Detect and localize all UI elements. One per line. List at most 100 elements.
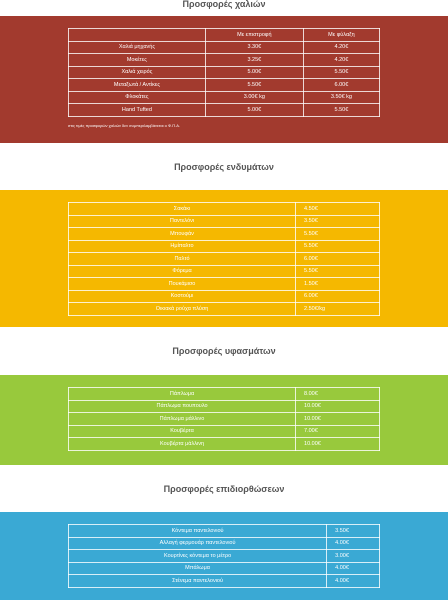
- price-row: Κουβέρτα 7.00€: [67, 424, 380, 438]
- price-cell: 3.50€: [326, 524, 380, 538]
- price-row: Πάπλωμα μάλλινο 10.00€: [67, 412, 380, 426]
- table-body: Με επιστροφή Με φύλαξη Χαλιά μηχανής 3.30€ 4…: [68, 28, 381, 117]
- price-row: Κουρτίνες κόντεμα το μέτρο 3.00€: [67, 549, 380, 563]
- price-row: Μπάλωμα 4.00€: [67, 561, 380, 575]
- price-row: Πουκάμισο 1.50€: [67, 277, 380, 291]
- item-cell: Οικιακά ρούχα πλύση: [67, 302, 297, 316]
- price-row: Πάπλωμα 8.00€: [67, 387, 380, 401]
- table-body: Πάπλωμα 8.00€ Πάπλωμα πουπουλο 10.00€ Πάπλωμ…: [67, 387, 380, 451]
- price-row: Φόρεμα 5.50€: [67, 264, 380, 278]
- price-cell: 3.25€: [204, 53, 304, 67]
- price-row: Πάπλωμα πουπουλο 10.00€: [67, 399, 380, 413]
- price-row: Στένεμα παντελονιού 4.00€: [67, 574, 380, 588]
- price-row: Σακάκι 4.50€: [67, 202, 380, 216]
- price-cell: 10.00€: [295, 437, 380, 451]
- item-cell: Φλοκάτες: [68, 90, 206, 104]
- price-cell: 4.20€: [302, 53, 381, 67]
- price-row: Ημίπαλτο 5.50€: [67, 239, 380, 253]
- price-table: Με επιστροφή Με φύλαξη Χαλιά μηχανής 3.30€ 4…: [68, 28, 381, 117]
- price-row: Μπουφάν 5.50€: [67, 227, 380, 241]
- price-cell: 2.50€/kg: [295, 302, 380, 316]
- price-cell: 4.20€: [302, 40, 381, 54]
- price-cell: 3.50€: [295, 214, 380, 228]
- item-cell: Μπουφάν: [67, 227, 297, 241]
- price-row: Κουβέρτα μάλλινη 10.00€: [67, 437, 380, 451]
- item-cell: Μοκέτες: [68, 53, 206, 67]
- section-band: Σακάκι 4.50€ Παντελόνι 3.50€ Μπουφάν 5.50€ Ημί…: [0, 190, 448, 327]
- price-row: Χαλιά μηχανής 3.30€ 4.20€: [68, 40, 381, 54]
- table-body: Σακάκι 4.50€ Παντελόνι 3.50€ Μπουφάν 5.50€ Ημί…: [67, 202, 380, 316]
- price-cell: 5.50€: [204, 78, 304, 92]
- price-row: Παντελόνι 3.50€: [67, 214, 380, 228]
- price-cell: 5.50€: [295, 264, 380, 278]
- item-cell: Κόντεμα παντελονιού: [67, 524, 328, 538]
- item-cell: Στένεμα παντελονιού: [67, 574, 328, 588]
- header-cell: Με φύλαξη: [302, 28, 381, 42]
- section-title: Προσφορές επιδιορθώσεων: [0, 465, 448, 512]
- price-row: Hand Tufted 5.00€ 5.50€: [68, 103, 381, 117]
- price-cell: 4.00€: [326, 536, 380, 550]
- price-row: Χαλιά χειρός 5.00€ 5.50€: [68, 65, 381, 79]
- price-table: Σακάκι 4.50€ Παντελόνι 3.50€ Μπουφάν 5.50€ Ημί…: [67, 202, 380, 316]
- header-cell: Με επιστροφή: [204, 28, 304, 42]
- item-cell: Πουκάμισο: [67, 277, 297, 291]
- price-row: Κοστούμι 6.00€: [67, 289, 380, 303]
- item-cell: Πάπλωμα πουπουλο: [67, 399, 297, 413]
- price-cell: 4.00€: [326, 574, 380, 588]
- item-cell: Κουβέρτα μάλλινη: [67, 437, 297, 451]
- item-cell: Μπάλωμα: [67, 561, 328, 575]
- price-cell: 5.50€: [302, 65, 381, 79]
- item-cell: Παντελόνι: [67, 214, 297, 228]
- item-cell: Χαλιά χειρός: [68, 65, 206, 79]
- price-cell: 3.30€: [204, 40, 304, 54]
- price-row: Φλοκάτες 3.00€ kg 3.50€ kg: [68, 90, 381, 104]
- price-cell: 8.00€: [295, 387, 380, 401]
- price-cell: 10.00€: [295, 399, 380, 413]
- note: στις τιμές προσφορών χαλιών δεν συμπεριλ…: [68, 122, 181, 128]
- item-cell: Αλλαγή φερμουάρ παντελονιού: [67, 536, 328, 550]
- price-cell: 3.50€ kg: [302, 90, 381, 104]
- section-band: Πάπλωμα 8.00€ Πάπλωμα πουπουλο 10.00€ Πάπλωμ…: [0, 375, 448, 465]
- price-cell: 6.00€: [295, 252, 380, 266]
- price-cell: 5.00€: [204, 65, 304, 79]
- item-cell: Κουρτίνες κόντεμα το μέτρο: [67, 549, 328, 563]
- price-cell: 6.00€: [295, 289, 380, 303]
- item-cell: Ημίπαλτο: [67, 239, 297, 253]
- price-row: Οικιακά ρούχα πλύση 2.50€/kg: [67, 302, 380, 316]
- price-row: Μεταξωτά / Αντίκες 5.50€ 6.00€: [68, 78, 381, 92]
- price-cell: 3.00€ kg: [204, 90, 304, 104]
- item-cell: Παλτό: [67, 252, 297, 266]
- item-cell: Hand Tufted: [68, 103, 206, 117]
- price-row: Κόντεμα παντελονιού 3.50€: [67, 524, 380, 538]
- header-cell: [68, 28, 206, 42]
- item-cell: Φόρεμα: [67, 264, 297, 278]
- table-body: Κόντεμα παντελονιού 3.50€ Αλλαγή φερμουάρ …: [67, 524, 380, 588]
- section-band: Κόντεμα παντελονιού 3.50€ Αλλαγή φερμουάρ …: [0, 512, 448, 600]
- item-cell: Κουβέρτα: [67, 424, 297, 438]
- price-row: Μοκέτες 3.25€ 4.20€: [68, 53, 381, 67]
- header-row: Με επιστροφή Με φύλαξη: [68, 28, 381, 42]
- price-row: Αλλαγή φερμουάρ παντελονιού 4.00€: [67, 536, 380, 550]
- item-cell: Χαλιά μηχανής: [68, 40, 206, 54]
- price-table: Κόντεμα παντελονιού 3.50€ Αλλαγή φερμουάρ …: [67, 524, 380, 588]
- section-band: Με επιστροφή Με φύλαξη Χαλιά μηχανής 3.30€ 4…: [0, 16, 448, 143]
- price-row: Παλτό 6.00€: [67, 252, 380, 266]
- price-cell: 5.50€: [302, 103, 381, 117]
- item-cell: Κοστούμι: [67, 289, 297, 303]
- price-cell: 1.50€: [295, 277, 380, 291]
- item-cell: Πάπλωμα: [67, 387, 297, 401]
- price-cell: 6.00€: [302, 78, 381, 92]
- section-title: Προσφορές χαλιών: [0, 0, 448, 16]
- price-cell: 10.00€: [295, 412, 380, 426]
- price-table: Πάπλωμα 8.00€ Πάπλωμα πουπουλο 10.00€ Πάπλωμ…: [67, 387, 380, 451]
- price-cell: 7.00€: [295, 424, 380, 438]
- price-cell: 4.50€: [295, 202, 380, 216]
- price-cell: 5.50€: [295, 239, 380, 253]
- price-cell: 4.00€: [326, 561, 380, 575]
- price-cell: 5.50€: [295, 227, 380, 241]
- item-cell: Μεταξωτά / Αντίκες: [68, 78, 206, 92]
- item-cell: Πάπλωμα μάλλινο: [67, 412, 297, 426]
- price-cell: 3.00€: [326, 549, 380, 563]
